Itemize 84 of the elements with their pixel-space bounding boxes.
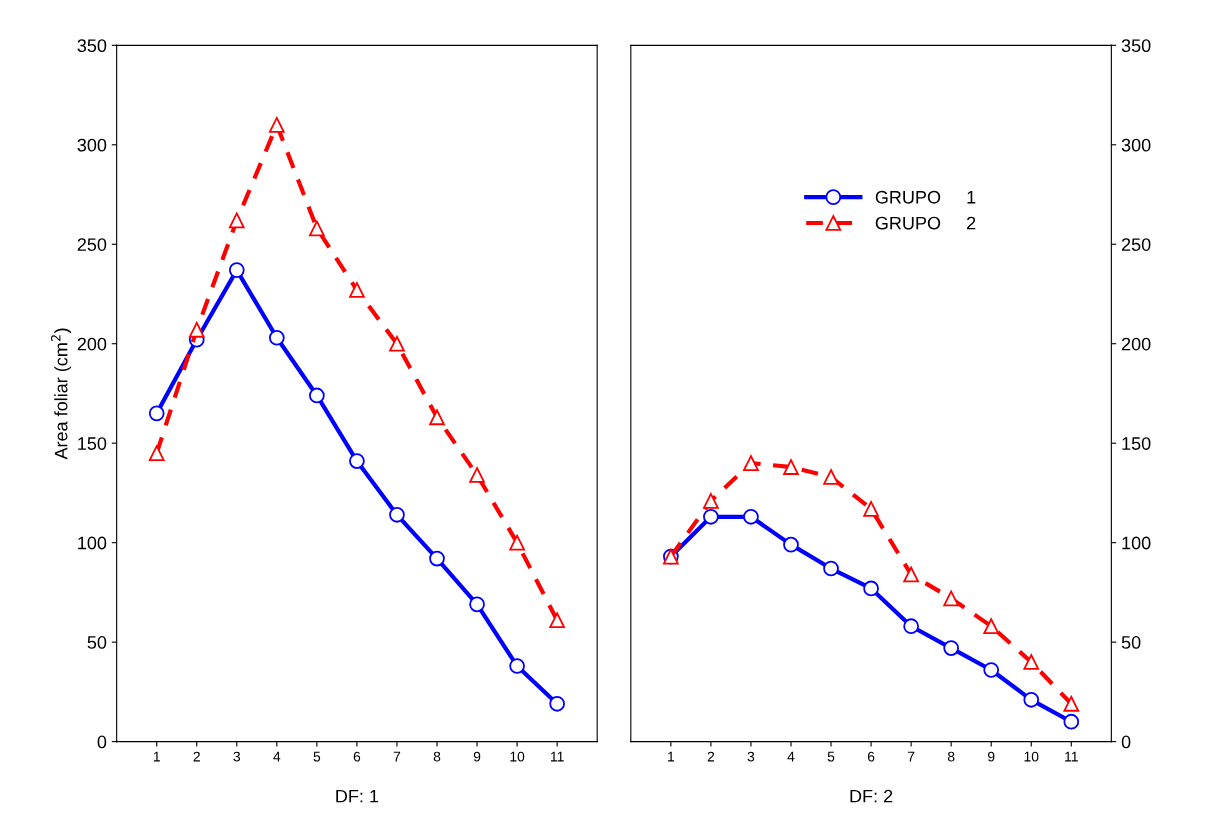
point (469, 467, 485, 483)
point (943, 640, 960, 656)
point (983, 662, 1000, 678)
point (743, 455, 759, 471)
y-tick-label: 50 (87, 636, 107, 649)
point (903, 618, 919, 635)
x-tick-label: 5 (827, 751, 835, 762)
y2-tick-label: 0 (1121, 735, 1131, 749)
y-tick-label: 150 (78, 437, 107, 450)
y-tick-label: 250 (77, 238, 107, 251)
point (389, 335, 405, 352)
x-tick-label: 2 (707, 751, 715, 762)
point (309, 220, 325, 237)
y-axis-title: Area foliar (cm$^{2}$) (51, 328, 72, 460)
point (349, 282, 365, 298)
point (1023, 691, 1040, 708)
point (823, 560, 839, 577)
x-axis-title: DF: 2 (850, 789, 893, 803)
x-tick-label: 10 (510, 751, 525, 762)
x-tick-label: 1 (668, 751, 675, 762)
x-tick-label: 8 (433, 751, 441, 762)
y-tick-label: 200 (77, 337, 107, 351)
point (863, 500, 879, 517)
point (1023, 654, 1040, 670)
point (863, 580, 879, 597)
x-tick-label: 4 (273, 751, 281, 762)
point (783, 459, 799, 475)
y-tick-label: 350 (77, 39, 107, 53)
point (469, 596, 485, 613)
point (509, 658, 525, 674)
x-tick-label: 9 (473, 751, 481, 762)
x-tick-label: 9 (988, 751, 995, 762)
point (268, 329, 285, 346)
point (228, 212, 245, 229)
point (743, 508, 759, 525)
x-tick-label: 10 (1024, 751, 1039, 762)
legend-label: GRUPO 2 (875, 216, 976, 230)
point (1063, 713, 1080, 730)
point (903, 566, 919, 583)
point (703, 508, 719, 525)
x-tick-label: 7 (393, 751, 401, 762)
point (783, 536, 799, 553)
y-tick-label: 0 (97, 735, 107, 749)
point (983, 618, 1000, 635)
x-tick-label: 11 (550, 751, 564, 762)
x-tick-label: 11 (1065, 751, 1078, 762)
y2-tick-label: 150 (1122, 437, 1151, 450)
point (549, 695, 565, 712)
legend-label: GRUPO 1 (875, 190, 976, 204)
point (1063, 695, 1080, 712)
x-tick-label: 8 (947, 751, 955, 762)
point (823, 469, 839, 485)
x-tick-label: 5 (313, 751, 321, 762)
x-axis-title: DF: 1 (336, 789, 379, 803)
x-tick-label: 3 (747, 751, 755, 762)
y2-tick-label: 100 (1122, 536, 1151, 550)
y-tick-label: 100 (78, 536, 107, 550)
point (188, 321, 205, 338)
point (389, 506, 405, 523)
y-tick-label: 300 (77, 138, 107, 152)
point (228, 262, 245, 278)
point (943, 590, 960, 607)
x-tick-label: 6 (353, 751, 361, 762)
point (349, 453, 365, 469)
x-tick-label: 2 (193, 751, 200, 762)
point (268, 117, 285, 133)
y2-tick-label: 250 (1121, 238, 1151, 251)
x-tick-label: 6 (867, 751, 875, 762)
point (549, 612, 565, 629)
y2-tick-label: 50 (1121, 636, 1141, 649)
x-tick-label: 3 (233, 751, 241, 762)
point (309, 387, 325, 404)
x-tick-label: 1 (153, 751, 160, 762)
point (148, 405, 165, 422)
y2-tick-label: 300 (1121, 138, 1151, 152)
point (429, 409, 445, 426)
point (148, 445, 165, 461)
x-tick-label: 7 (907, 751, 915, 762)
x-tick-label: 4 (787, 751, 795, 762)
point (703, 493, 719, 509)
point (429, 550, 445, 567)
y2-tick-label: 200 (1121, 337, 1151, 351)
y2-tick-label: 350 (1121, 39, 1151, 53)
point (509, 534, 525, 551)
